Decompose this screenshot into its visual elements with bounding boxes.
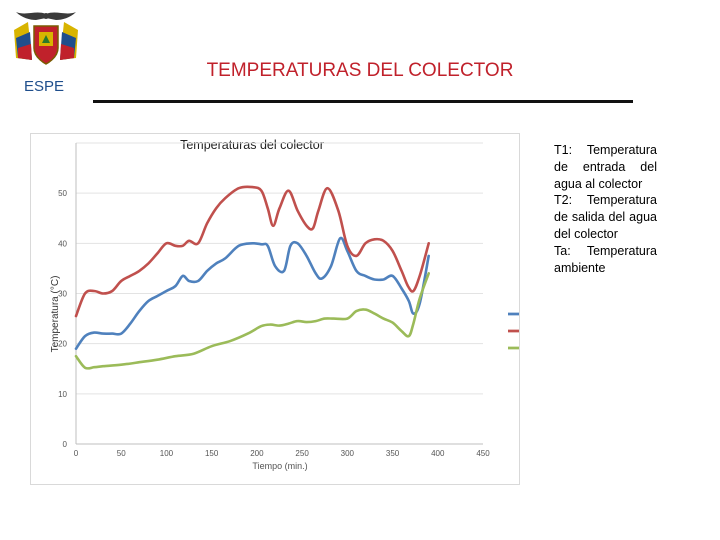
x-tick-label: 0: [74, 449, 79, 458]
note-t2: T2: Temperatura de salida del agua del c…: [554, 193, 657, 241]
series-line-ta: [74, 272, 430, 370]
chart-title: Temperaturas del colector: [180, 138, 324, 152]
y-tick-label: 10: [58, 390, 67, 399]
x-tick-label: 150: [205, 449, 219, 458]
title-divider: [93, 100, 633, 103]
x-tick-label: 350: [386, 449, 400, 458]
x-tick-label: 400: [431, 449, 445, 458]
note-t1: T1: Temperatura de entrada del agua al c…: [554, 143, 657, 191]
x-tick-label: 300: [341, 449, 355, 458]
series-line-t1: [74, 236, 430, 350]
condor-head-icon: [43, 13, 49, 19]
line-chart: Temperaturas del colector Temperatura (°…: [50, 138, 519, 471]
chart-container: Temperaturas del colector Temperatura (°…: [30, 133, 520, 485]
x-tick-label: 200: [250, 449, 264, 458]
slide-title: TEMPERATURAS DEL COLECTOR: [206, 60, 514, 81]
y-tick-label: 0: [63, 440, 68, 449]
x-tick-label: 450: [476, 449, 490, 458]
y-tick-label: 40: [58, 239, 67, 248]
y-tick-label: 30: [58, 290, 67, 299]
x-tick-label: 50: [117, 449, 126, 458]
y-axis-label: Temperatura (°C): [50, 276, 61, 353]
org-label: ESPE: [24, 78, 65, 95]
y-tick-label: 20: [58, 340, 67, 349]
series-line-t2: [74, 185, 430, 318]
y-tick-label: 50: [58, 189, 67, 198]
legend-notes: T1: Temperatura de entrada del agua al c…: [554, 142, 657, 276]
espe-logo: [14, 12, 78, 65]
x-tick-label: 100: [160, 449, 174, 458]
note-ta: Ta: Temperatura ambiente: [554, 243, 657, 275]
x-tick-label: 250: [295, 449, 309, 458]
x-axis-label: Tiempo (min.): [252, 461, 307, 471]
